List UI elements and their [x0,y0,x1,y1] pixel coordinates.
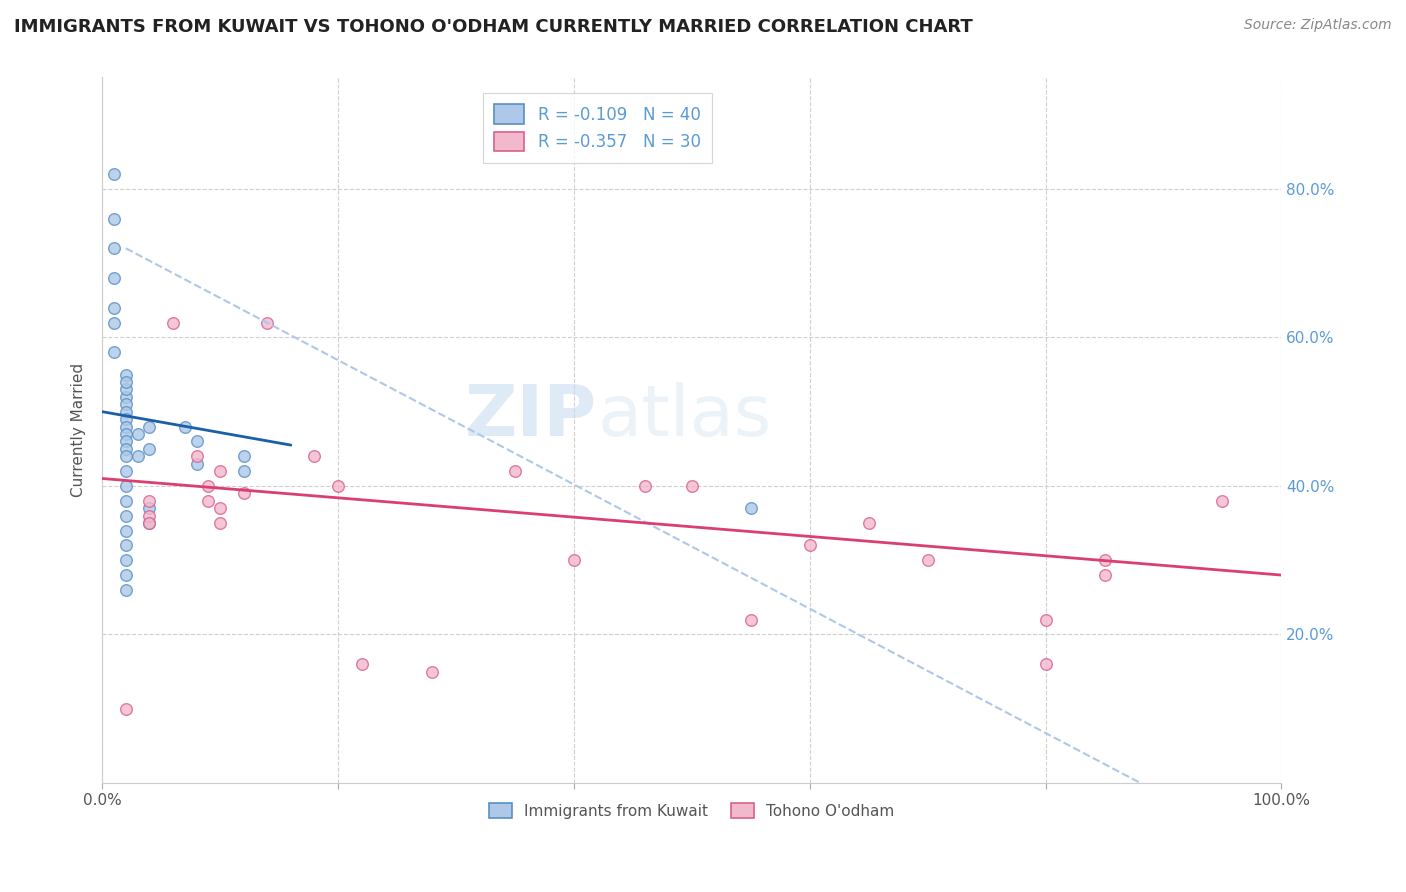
Point [103,345,125,359]
Point [114,553,136,567]
Point [114,434,136,449]
Point [114,426,136,441]
Text: ZIP: ZIP [465,382,598,450]
Point [503,464,526,478]
Point [138,516,160,530]
Point [103,271,125,285]
Point [127,449,149,463]
Point [114,397,136,411]
Point [114,524,136,538]
Point [114,568,136,582]
Point [114,538,136,552]
Point [138,501,160,516]
Text: Source: ZipAtlas.com: Source: ZipAtlas.com [1244,18,1392,32]
Point [350,657,373,672]
Text: atlas: atlas [598,382,772,450]
Point [127,426,149,441]
Point [138,508,160,523]
Point [103,167,125,181]
Point [114,442,136,456]
Point [114,464,136,478]
Point [232,486,254,500]
Point [138,442,160,456]
Point [138,493,160,508]
Point [304,449,326,463]
Point [114,449,136,463]
Y-axis label: Currently Married: Currently Married [72,363,86,498]
Point [1094,553,1116,567]
Point [740,613,762,627]
Point [232,464,254,478]
Point [1035,657,1057,672]
Point [114,479,136,493]
Point [186,457,208,471]
Point [1211,493,1233,508]
Point [197,479,219,493]
Point [114,493,136,508]
Point [740,501,762,516]
Point [103,301,125,315]
Point [103,316,125,330]
Point [917,553,939,567]
Point [186,449,208,463]
Point [138,419,160,434]
Point [232,449,254,463]
Point [209,501,232,516]
Point [114,582,136,597]
Legend: Immigrants from Kuwait, Tohono O'odham: Immigrants from Kuwait, Tohono O'odham [484,797,901,825]
Point [114,419,136,434]
Point [1094,568,1116,582]
Point [114,508,136,523]
Point [197,493,219,508]
Point [256,316,278,330]
Point [799,538,821,552]
Point [1035,613,1057,627]
Point [114,368,136,382]
Point [114,702,136,716]
Point [562,553,585,567]
Point [103,241,125,255]
Point [114,383,136,397]
Point [186,434,208,449]
Point [173,419,195,434]
Point [114,405,136,419]
Point [209,464,232,478]
Point [162,316,184,330]
Point [114,412,136,426]
Text: IMMIGRANTS FROM KUWAIT VS TOHONO O'ODHAM CURRENTLY MARRIED CORRELATION CHART: IMMIGRANTS FROM KUWAIT VS TOHONO O'ODHAM… [14,18,973,36]
Point [422,665,444,679]
Point [326,479,349,493]
Point [681,479,703,493]
Point [209,516,232,530]
Point [103,211,125,226]
Point [633,479,655,493]
Point [138,516,160,530]
Point [858,516,880,530]
Point [114,375,136,389]
Point [114,390,136,404]
